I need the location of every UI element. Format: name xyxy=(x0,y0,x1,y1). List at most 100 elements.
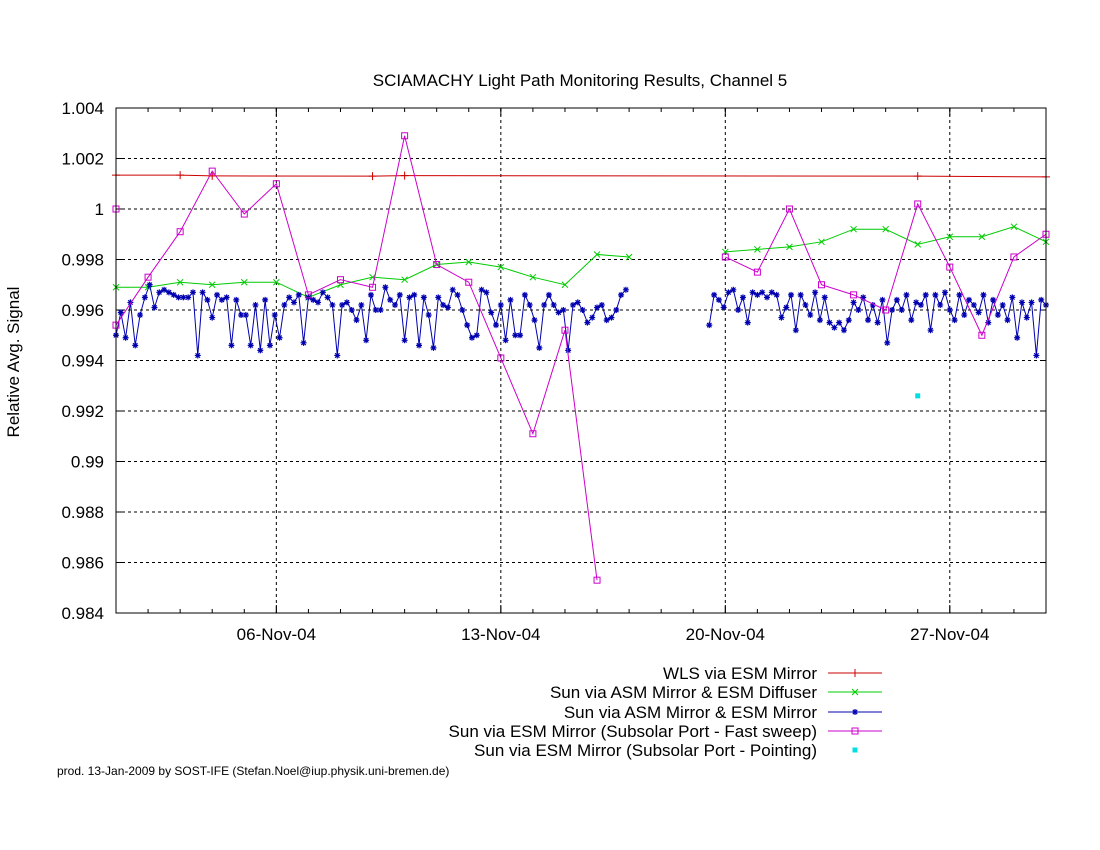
series-point xyxy=(137,312,144,319)
series-point xyxy=(295,291,302,298)
series-point xyxy=(151,304,158,311)
series-point xyxy=(176,278,184,286)
series-point xyxy=(290,299,297,306)
series-point xyxy=(594,304,601,311)
series-point xyxy=(396,291,403,298)
y-ticks: 0.984 0.986 0.988 0.99 0.992 0.994 0.996 0.998 1… xyxy=(61,99,1046,623)
series-point xyxy=(392,301,398,308)
series-point xyxy=(980,291,987,298)
series-4 xyxy=(915,393,921,399)
series-point xyxy=(622,286,629,293)
series-point xyxy=(242,312,249,319)
series-point xyxy=(730,286,737,293)
series-point xyxy=(512,332,519,339)
series-point xyxy=(252,301,259,308)
series-point xyxy=(850,299,857,306)
series-point xyxy=(845,317,852,324)
series-point xyxy=(170,291,177,298)
series-point xyxy=(319,289,326,296)
series-point xyxy=(879,296,886,303)
series-point xyxy=(1004,317,1011,324)
series-point xyxy=(625,253,633,261)
x-ticks: 06-Nov-04 13-Nov-04 20-Nov-04 27-Nov-04 xyxy=(115,108,1047,644)
legend-label: Sun via ASM Mirror & ESM Diffuser xyxy=(550,683,817,702)
series-point xyxy=(257,347,264,354)
series-point xyxy=(208,167,216,175)
series-point xyxy=(329,301,336,308)
series-point xyxy=(914,240,922,248)
series-point xyxy=(541,301,548,308)
series-point xyxy=(493,322,500,329)
series-point xyxy=(956,291,963,298)
series-point xyxy=(387,296,394,303)
series-point xyxy=(550,301,557,308)
series-point xyxy=(797,291,804,298)
series-point xyxy=(304,291,312,299)
series-point xyxy=(715,296,722,303)
series-point xyxy=(416,342,423,349)
chart-title: SCIAMACHY Light Path Monitoring Results,… xyxy=(373,71,788,90)
legend-marker xyxy=(851,688,859,696)
series-point xyxy=(618,291,625,298)
y-tick-label: 0.99 xyxy=(71,453,104,472)
series-point xyxy=(315,299,322,306)
y-tick-label: 0.992 xyxy=(61,402,104,421)
series-point xyxy=(893,296,900,303)
series-point xyxy=(521,291,528,298)
series-point xyxy=(132,342,139,349)
series-point xyxy=(840,327,847,334)
series-point xyxy=(884,339,891,346)
series-point xyxy=(850,225,857,233)
series-point xyxy=(430,344,437,351)
y-tick-label: 0.984 xyxy=(61,604,104,623)
series-point xyxy=(189,289,196,296)
series-point xyxy=(753,268,761,276)
series-point xyxy=(946,307,953,313)
series-line xyxy=(725,202,1047,337)
series-3 xyxy=(112,132,1050,584)
series-point xyxy=(247,342,254,349)
series-point xyxy=(783,304,790,311)
series-point xyxy=(915,393,921,399)
series-point xyxy=(985,319,992,326)
series-point xyxy=(238,312,245,319)
series-point xyxy=(706,322,713,329)
series-point xyxy=(903,291,910,298)
series-point xyxy=(529,430,537,438)
series-point xyxy=(454,291,461,298)
series-point xyxy=(593,251,601,258)
series-point xyxy=(497,301,504,308)
series-point xyxy=(122,334,129,341)
series-point xyxy=(367,291,374,298)
series-0 xyxy=(112,171,1050,181)
series-point xyxy=(961,312,968,319)
series-point xyxy=(978,233,986,241)
series-point xyxy=(917,301,924,308)
series-point xyxy=(502,337,509,344)
series-point xyxy=(144,273,152,281)
series-point xyxy=(792,327,799,334)
series-point xyxy=(598,301,605,308)
series-point xyxy=(720,304,727,311)
series-point xyxy=(584,319,591,326)
series-point xyxy=(240,278,248,286)
series-point xyxy=(1038,296,1045,303)
series-point xyxy=(937,301,944,308)
series-point xyxy=(478,286,485,293)
series-point xyxy=(816,317,823,324)
series-point xyxy=(348,307,355,313)
series-point xyxy=(608,314,615,321)
series-point xyxy=(377,307,384,313)
series-point xyxy=(932,291,939,298)
series-point xyxy=(744,319,751,326)
series-point xyxy=(818,281,826,289)
credit-line: prod. 13-Jan-2009 by SOST-IFE (Stefan.No… xyxy=(57,764,450,778)
series-point xyxy=(218,296,225,303)
series-point xyxy=(1014,334,1021,341)
legend-marker xyxy=(851,669,859,677)
series-point xyxy=(1010,253,1018,261)
series-point xyxy=(343,299,350,306)
series-point xyxy=(420,294,427,301)
y-tick-label: 0.986 xyxy=(61,554,104,573)
series-point xyxy=(855,307,862,313)
